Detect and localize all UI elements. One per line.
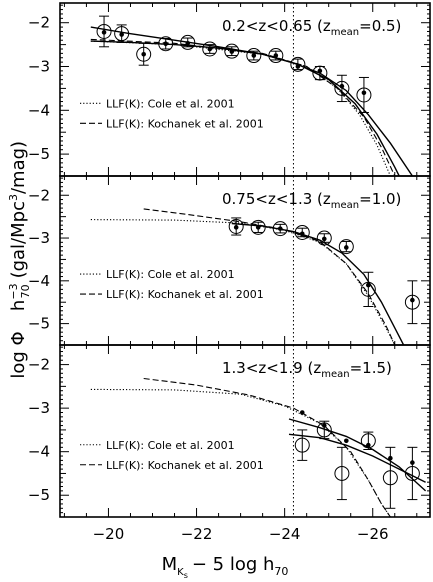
data-circle <box>294 224 310 240</box>
data-dot <box>299 231 305 237</box>
data-dot <box>366 442 371 448</box>
data-circle <box>404 465 420 481</box>
x-axis-label: MKs− 5 log h70 <box>162 554 289 580</box>
cole-llf-curve <box>90 388 391 517</box>
data-dot <box>207 46 213 52</box>
panel-1: −2 −3 −4 −5 0.2<z<0.65 (zmean=0.5) LLF(K): Co… <box>28 2 431 177</box>
y-axis-label-log-phi: log Φ <box>8 331 29 378</box>
data-circle <box>246 48 262 64</box>
x-tick-label: −20 <box>93 525 125 543</box>
y-tick-label: −3 <box>28 229 50 247</box>
kochanek-llf-curve <box>90 38 396 176</box>
data-dot <box>410 297 415 303</box>
y-tick-label: −4 <box>28 101 50 119</box>
data-dot <box>277 226 283 231</box>
legend-label: LLF(K): Kochanek et al. 2001 <box>106 288 264 301</box>
data-dot <box>163 41 169 47</box>
data-dot <box>344 438 349 444</box>
y-tick-label: −5 <box>28 145 50 163</box>
data-dot <box>321 423 327 428</box>
y-tick-label: −5 <box>28 315 50 333</box>
panel-3: −2 −3 −4 −5 1.3<z<1.9 (zmean=1.5) LLF(K): Col… <box>28 344 431 518</box>
solid-fit-curve <box>231 222 405 345</box>
y-tick-label: −5 <box>28 486 50 504</box>
x-tick-label: −22 <box>181 525 213 543</box>
panel-frame <box>59 344 431 518</box>
legend-label: LLF(K): Cole et al. 2001 <box>106 439 235 452</box>
data-circle <box>228 218 244 234</box>
data-circle <box>356 87 372 103</box>
y-tick-label: −2 <box>28 186 50 204</box>
data-dot <box>273 53 279 58</box>
data-circle <box>272 221 288 237</box>
data-circle <box>316 230 332 246</box>
legend-label: LLF(K): Kochanek et al. 2001 <box>106 117 264 130</box>
data-dot <box>339 83 345 89</box>
data-dot <box>141 51 146 57</box>
cole-llf-curve <box>90 219 396 345</box>
legend-label: LLF(K): Cole et al. 2001 <box>106 97 235 110</box>
panel-label: 0.2<z<0.65 (zmean=0.5) <box>222 17 401 38</box>
data-dot <box>344 245 349 250</box>
data-dot <box>366 282 371 288</box>
data-dot <box>295 64 301 69</box>
data-circle <box>96 23 112 39</box>
data-circle <box>404 294 420 310</box>
data-circle <box>334 80 350 96</box>
data-dot <box>388 455 393 461</box>
data-circle <box>202 41 218 57</box>
data-dot <box>251 53 257 58</box>
y-tick-label: −4 <box>28 272 50 290</box>
data-dot <box>410 460 415 465</box>
data-circle <box>158 36 174 52</box>
solid-fit-curve <box>288 418 427 492</box>
data-dot <box>185 40 191 46</box>
y-axis-label-units: h−370(gal/Mpc3/mag) <box>7 141 32 311</box>
data-circle <box>312 65 328 81</box>
panel-2: −2 −3 −4 −5 0.75<z<1.3 (zmean=1.0) LLF(K): Co… <box>28 175 431 346</box>
panels-layer: −2 −3 −4 −5 0.2<z<0.65 (zmean=0.5) LLF(K): Co… <box>28 2 431 543</box>
data-dot <box>361 90 367 96</box>
data-dot <box>255 225 261 230</box>
curves-group <box>90 377 427 517</box>
data-circle <box>338 239 354 255</box>
data-circle <box>136 46 152 62</box>
data-circle <box>360 281 376 297</box>
panel-label: 1.3<z<1.9 (zmean=1.5) <box>222 359 392 380</box>
data-dot <box>321 236 327 242</box>
data-dot <box>101 30 107 35</box>
legend-label: LLF(K): Kochanek et al. 2001 <box>106 459 264 472</box>
data-dot <box>119 32 124 37</box>
data-circle <box>294 437 310 453</box>
data-circle <box>360 433 376 449</box>
data-dot <box>233 225 239 230</box>
data-circle <box>334 465 350 481</box>
legend-label: LLF(K): Cole et al. 2001 <box>106 268 235 281</box>
y-tick-label: −4 <box>28 443 50 461</box>
x-tick-label: −26 <box>357 525 389 543</box>
y-tick-label: −2 <box>28 356 50 374</box>
data-circle <box>316 422 332 438</box>
y-tick-label: −2 <box>28 14 50 32</box>
kochanek-llf-curve <box>143 208 396 345</box>
data-circle <box>268 48 284 64</box>
data-circle <box>290 56 306 72</box>
data-circle <box>382 470 398 486</box>
data-circle <box>250 219 266 235</box>
y-tick-label: −3 <box>28 399 50 417</box>
data-circle <box>180 34 196 50</box>
solid-fit-curve-2 <box>288 433 426 483</box>
panel-label: 0.75<z<1.3 (zmean=1.0) <box>222 190 401 211</box>
data-circle <box>114 26 130 42</box>
data-dot <box>229 49 235 54</box>
x-tick-label: −24 <box>269 525 301 543</box>
data-dot <box>317 68 323 74</box>
data-dot <box>299 410 305 415</box>
y-tick-label: −3 <box>28 58 50 76</box>
data-circle <box>224 43 240 59</box>
